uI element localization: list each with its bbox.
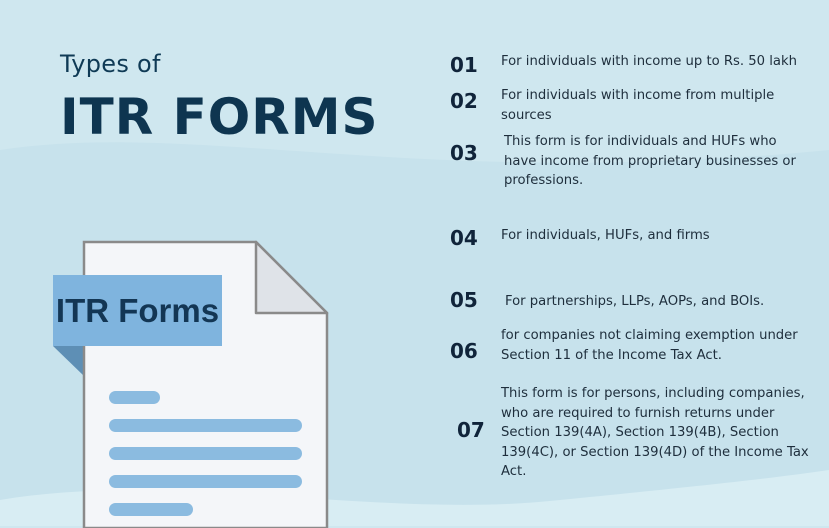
item-number: 07 bbox=[457, 418, 485, 442]
doc-line bbox=[109, 503, 193, 516]
pre-title: Types of bbox=[60, 50, 161, 78]
item-number: 04 bbox=[450, 226, 478, 250]
item-text: for companies not claiming exemption und… bbox=[501, 328, 798, 363]
list-item-02: 02 For individuals with income from mult… bbox=[450, 88, 820, 123]
doc-line bbox=[109, 447, 302, 460]
doc-line bbox=[109, 391, 160, 404]
item-text: For individuals, HUFs, and firms bbox=[501, 228, 710, 243]
list-item-01: 01 For individuals with income up to Rs.… bbox=[450, 52, 820, 77]
item-text: This form is for individuals and HUFs wh… bbox=[504, 134, 796, 188]
list-item-04: 04 For individuals, HUFs, and firms bbox=[450, 226, 820, 250]
doc-line bbox=[109, 419, 302, 432]
page-title: ITR FORMS bbox=[60, 88, 379, 146]
item-number: 03 bbox=[450, 141, 478, 165]
item-number: 06 bbox=[450, 339, 478, 363]
list-item-05: 05 For partnerships, LLPs, AOPs, and BOI… bbox=[450, 288, 820, 312]
item-number: 05 bbox=[450, 288, 478, 312]
document-label: ITR Forms bbox=[53, 275, 222, 346]
list-item-06: 06 for companies not claiming exemption … bbox=[450, 326, 820, 366]
list-item-03: 03 This form is for individuals and HUFs… bbox=[450, 132, 820, 192]
item-number: 02 bbox=[450, 89, 478, 113]
item-text: For individuals with income from multipl… bbox=[501, 88, 775, 123]
item-text: For partnerships, LLPs, AOPs, and BOIs. bbox=[505, 294, 765, 309]
item-number: 01 bbox=[450, 53, 478, 77]
item-text: This form is for persons, including comp… bbox=[501, 386, 809, 479]
doc-line bbox=[109, 475, 302, 488]
item-text: For individuals with income up to Rs. 50… bbox=[501, 54, 798, 69]
list-item-07: 07 This form is for persons, including c… bbox=[450, 384, 820, 484]
